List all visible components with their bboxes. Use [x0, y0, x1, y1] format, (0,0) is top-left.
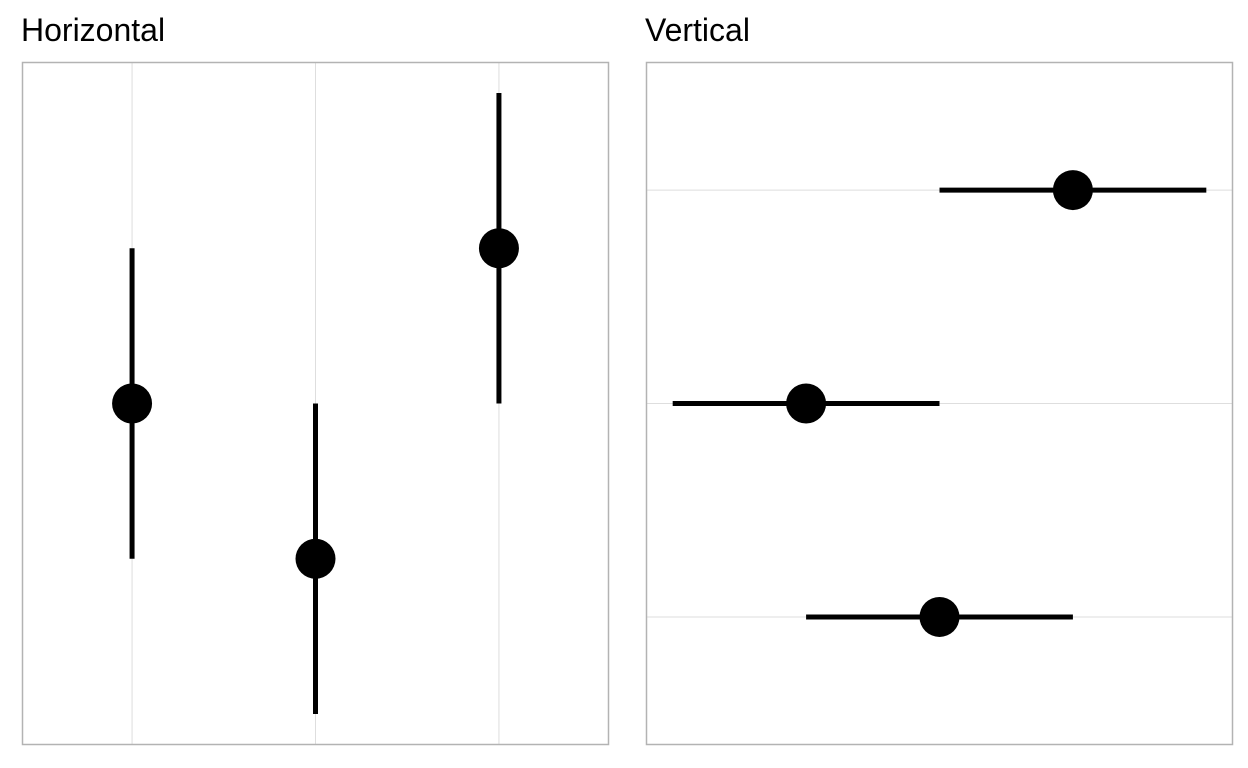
data-point [786, 383, 827, 424]
panel-border [645, 61, 1234, 746]
data-point [112, 383, 153, 424]
data-point [295, 538, 336, 579]
panel-border [21, 61, 610, 746]
vertical-panel [645, 61, 1234, 746]
horizontal-panel [21, 61, 610, 746]
right-panel-title: Vertical [645, 12, 750, 48]
data-point [1052, 170, 1093, 211]
left-panel-title: Horizontal [21, 12, 166, 48]
data-point [919, 596, 960, 637]
data-point [478, 228, 519, 269]
